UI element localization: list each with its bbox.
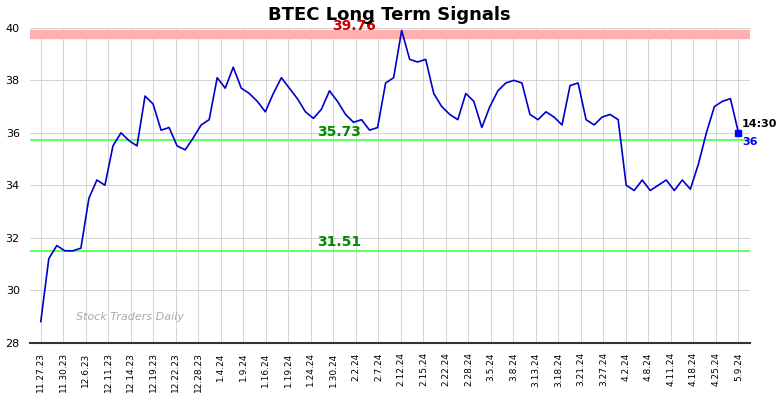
Text: 36: 36 — [742, 137, 757, 147]
Text: 31.51: 31.51 — [318, 235, 361, 249]
Text: Stock Traders Daily: Stock Traders Daily — [76, 312, 184, 322]
Text: 35.73: 35.73 — [318, 125, 361, 139]
Bar — [30, 30, 750, 38]
Title: BTEC Long Term Signals: BTEC Long Term Signals — [268, 6, 511, 23]
Text: 39.76: 39.76 — [332, 19, 376, 33]
Text: 14:30: 14:30 — [742, 119, 777, 129]
